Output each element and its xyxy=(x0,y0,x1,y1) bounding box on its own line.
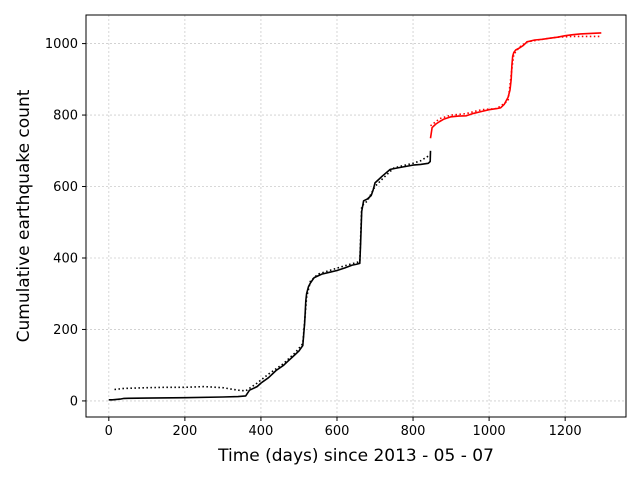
y-tick-label: 0 xyxy=(70,394,78,409)
grid xyxy=(86,15,626,417)
x-tick-label: 200 xyxy=(172,424,197,439)
x-tick-label: 800 xyxy=(401,424,426,439)
y-tick-label: 400 xyxy=(53,251,78,266)
ticks: 0 200 400 600 800 1000 1200 0 200 400 600 800 1000 xyxy=(45,37,582,439)
x-tick-label: 0 xyxy=(105,424,113,439)
series-layer xyxy=(108,32,602,401)
x-axis-label: Time (days) since 2013 - 05 - 07 xyxy=(217,446,494,466)
y-tick-label: 800 xyxy=(53,109,78,124)
y-axis-label: Cumulative earthquake count xyxy=(14,89,34,342)
y-tick-label: 200 xyxy=(53,323,78,338)
x-tick-label: 1000 xyxy=(473,424,506,439)
series-line-1-solid xyxy=(108,150,432,401)
y-tick-label: 600 xyxy=(53,180,78,195)
x-tick-label: 600 xyxy=(325,424,350,439)
plot-frame xyxy=(85,14,627,418)
x-tick-label: 1200 xyxy=(549,424,582,439)
y-tick-label: 1000 xyxy=(45,37,78,52)
series-line-2-dotted xyxy=(114,155,429,392)
x-tick-label: 400 xyxy=(249,424,274,439)
